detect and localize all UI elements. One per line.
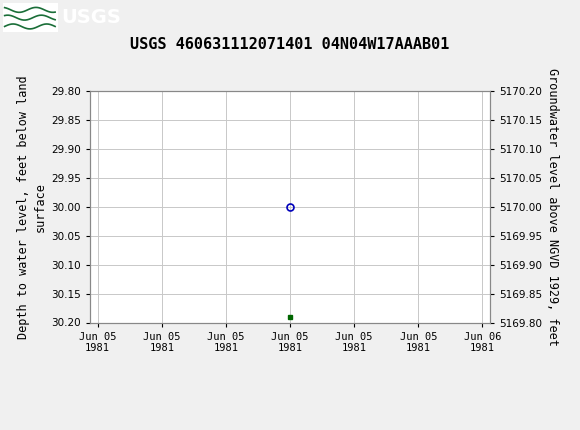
Y-axis label: Depth to water level, feet below land
surface: Depth to water level, feet below land su… [17,75,47,339]
Y-axis label: Groundwater level above NGVD 1929, feet: Groundwater level above NGVD 1929, feet [546,68,560,346]
Text: USGS: USGS [61,8,121,27]
Bar [3,3,58,32]
Text: USGS 460631112071401 04N04W17AAAB01: USGS 460631112071401 04N04W17AAAB01 [130,37,450,52]
